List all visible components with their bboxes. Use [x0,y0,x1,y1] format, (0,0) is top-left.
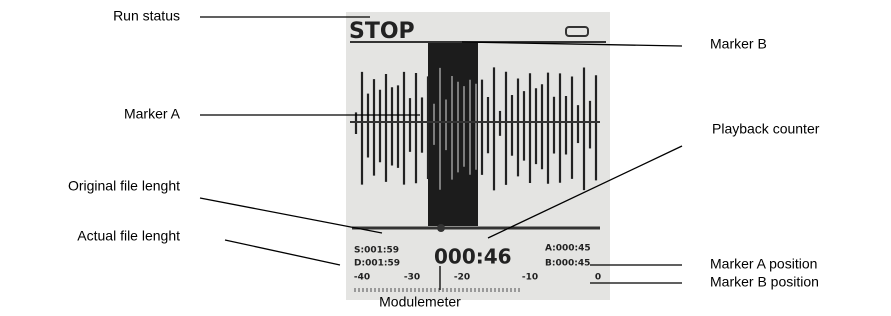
progress-position [437,224,445,232]
marker-b-position: B:000:45 [545,259,590,269]
callout-label: Marker A position [710,256,817,272]
meter-scale-label: -20 [454,273,470,283]
callout-label: Run status [113,8,180,24]
callout-label: Marker A [124,106,181,122]
callout-line [225,240,340,265]
callout-label: Original file lenght [68,178,180,194]
run-status: STOP [349,19,415,44]
marker-a-position: A:000:45 [545,244,591,254]
callout-label: Playback counter [712,121,820,137]
playback-counter: 000:46 [434,245,512,269]
actual-length: D:001:59 [354,259,400,269]
callout-label: Actual file lenght [77,228,180,244]
meter-scale-label: 0 [595,273,601,283]
original-length: S:001:59 [354,246,399,256]
callout-label: Marker B position [710,274,819,290]
meter-scale-label: -10 [522,273,538,283]
callout-label: Marker B [710,36,767,52]
meter-scale-label: -30 [404,273,420,283]
meter-scale-label: -40 [354,273,370,283]
callout-label: Modulemeter [379,294,461,310]
diagram: STOP S:001:59 D:001:59 000:46 A:000:45 B… [0,0,891,316]
